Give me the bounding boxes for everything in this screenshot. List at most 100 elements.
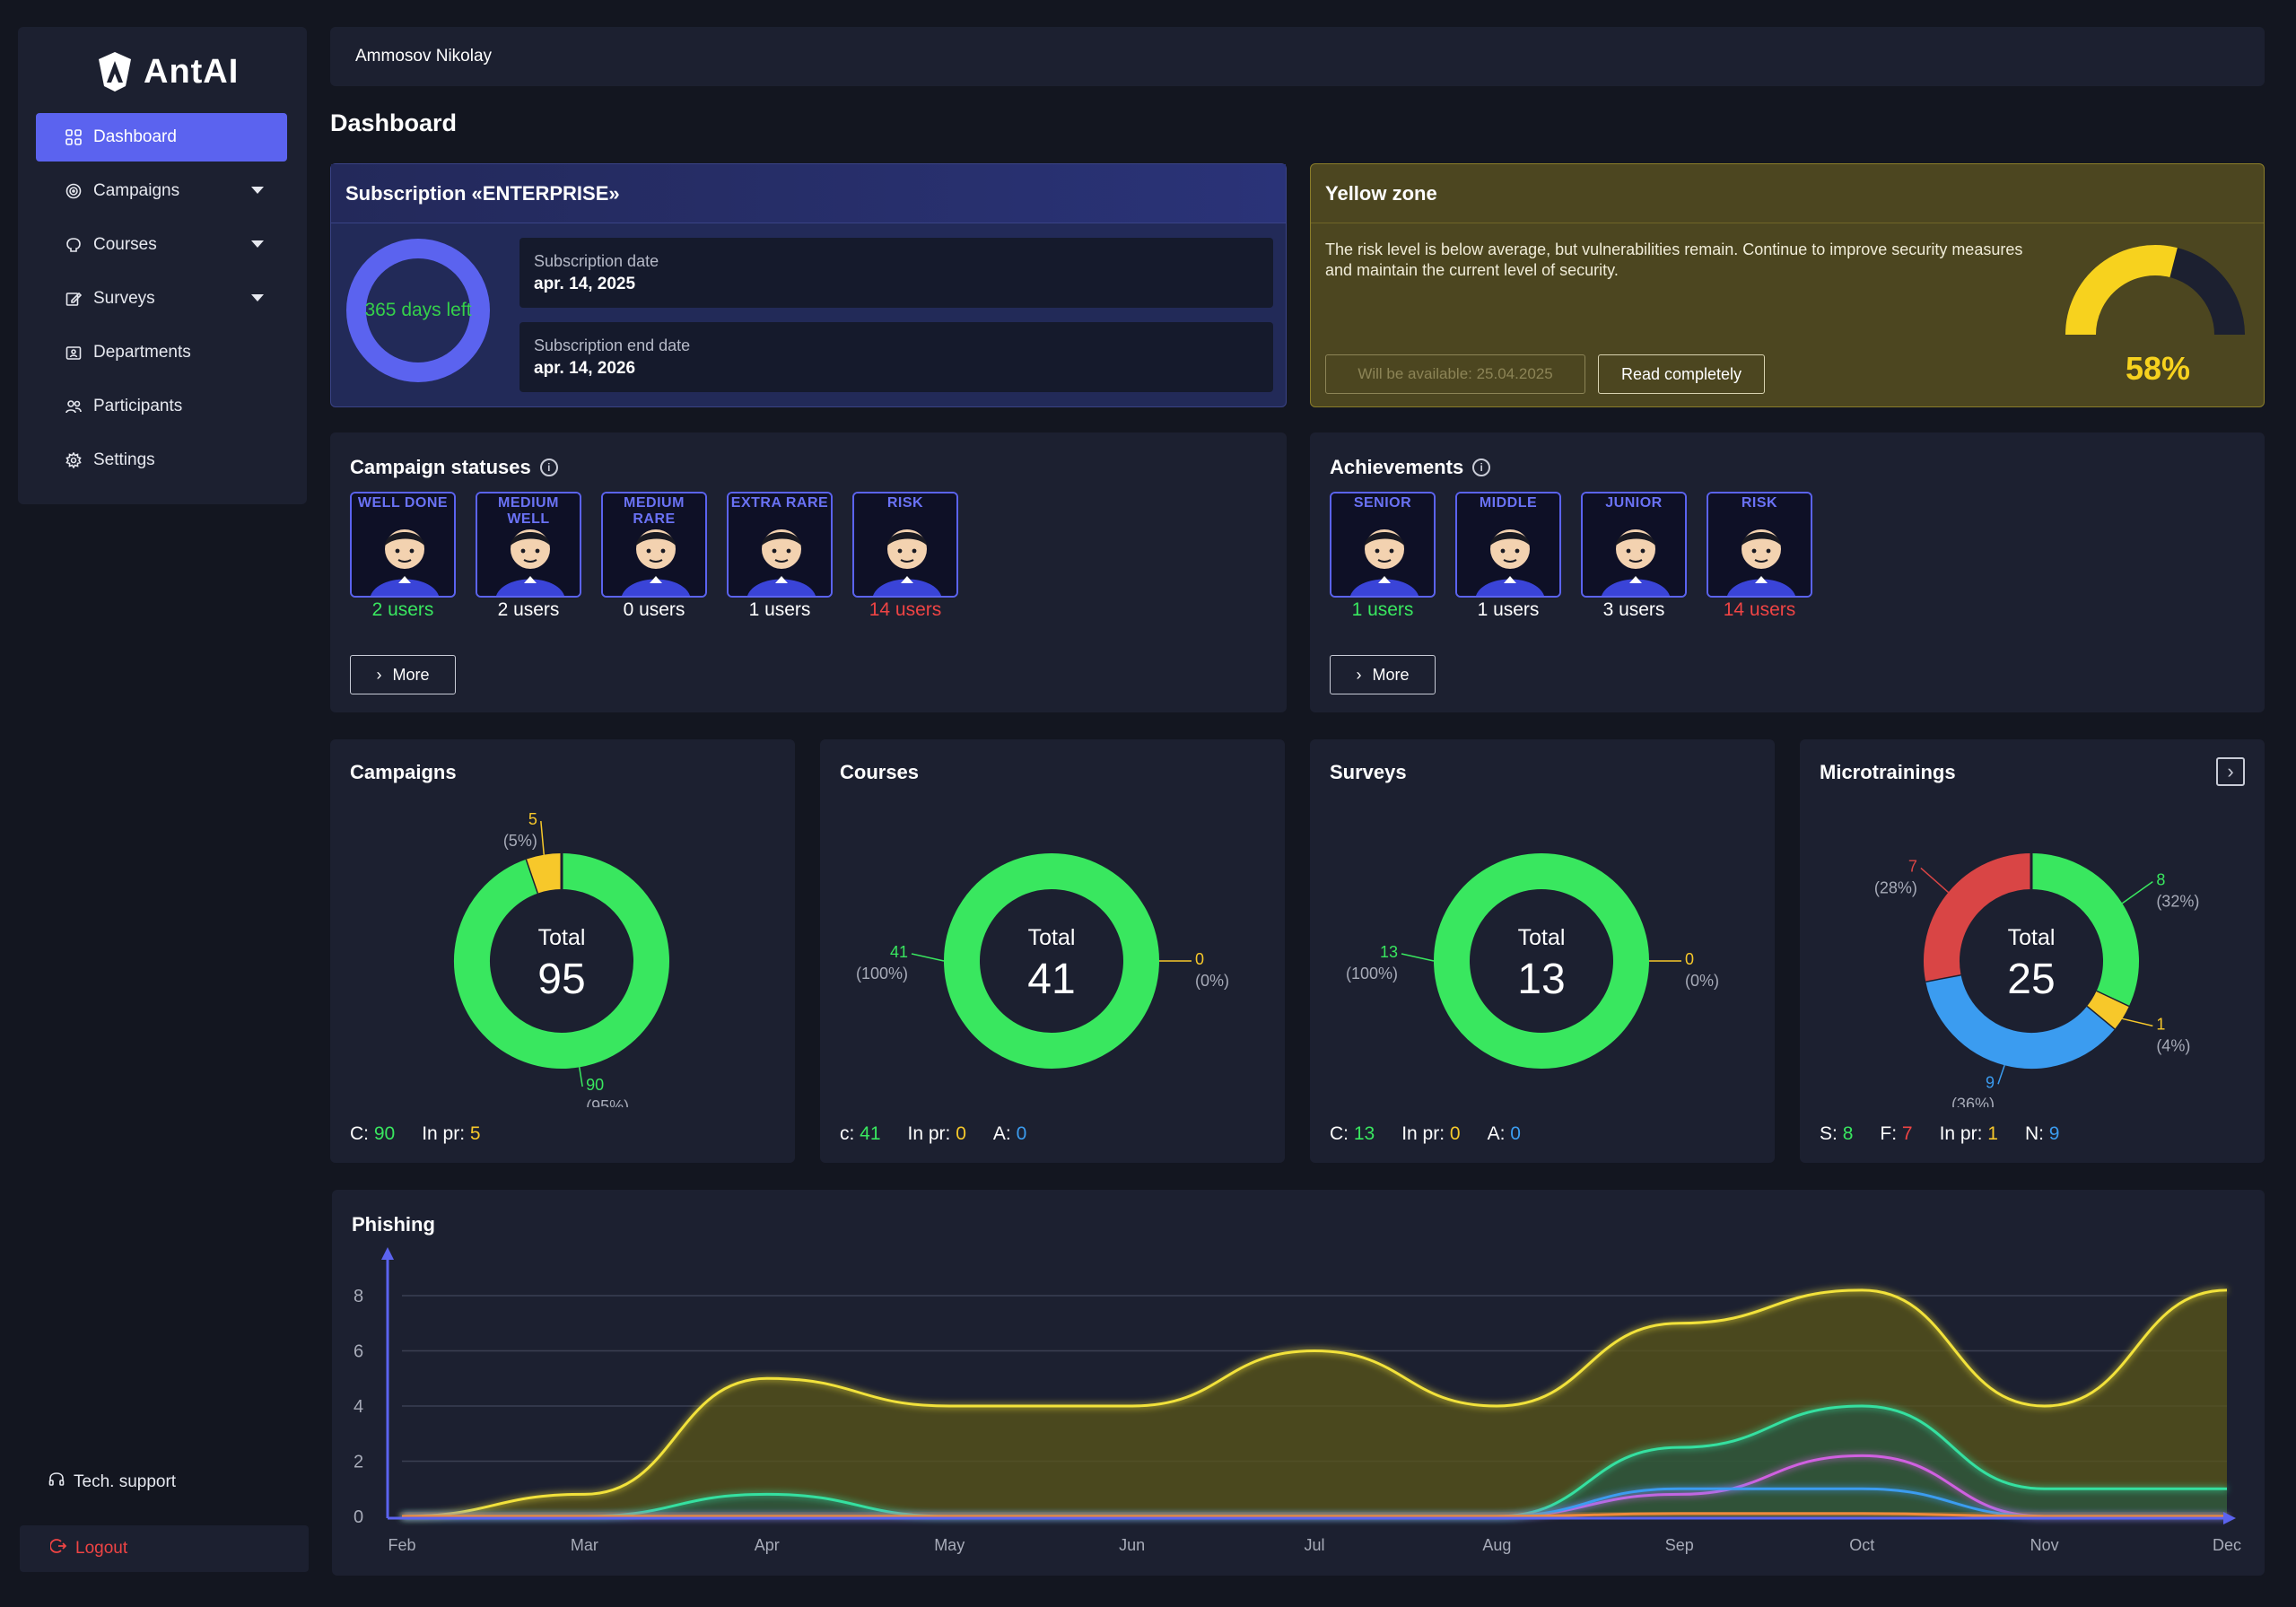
legend-item: c: 41 bbox=[840, 1123, 881, 1145]
campaign-status-badge[interactable]: EXTRA RARE 1 users bbox=[727, 492, 833, 621]
achievement-badge[interactable]: SENIOR 1 users bbox=[1330, 492, 1436, 621]
x-tick-label: Jul bbox=[1304, 1536, 1324, 1554]
sidebar-item-dashboard[interactable]: Dashboard bbox=[36, 113, 287, 162]
achievement-badge[interactable]: RISK 14 users bbox=[1707, 492, 1812, 621]
donut-segment[interactable] bbox=[454, 853, 669, 1069]
phishing-chart: 0 2 4 6 8 Feb Mar Apr May Jun Jul Aug Sep Oct Nov Dec bbox=[354, 1247, 2241, 1554]
legend-item: S: 8 bbox=[1820, 1123, 1853, 1145]
leader-line bbox=[2121, 881, 2153, 904]
legend-value: 9 bbox=[2048, 1123, 2060, 1144]
campaign-statuses-card: Campaign statuses i WELL DONE 2 users MEDI… bbox=[330, 432, 1287, 712]
badge-user-count: 3 users bbox=[1602, 599, 1665, 620]
donut-separator bbox=[2095, 990, 2130, 1009]
segment-value: 90 bbox=[586, 1076, 604, 1094]
user-name[interactable]: Ammosov Nikolay bbox=[355, 47, 493, 66]
subscription-start-label: Subscription date bbox=[534, 252, 659, 270]
y-axis-arrow bbox=[381, 1247, 394, 1260]
antai-logo-icon bbox=[99, 52, 131, 92]
campaign-status-badge[interactable]: WELL DONE 2 users bbox=[350, 492, 456, 621]
legend-value: 5 bbox=[469, 1123, 481, 1144]
campaign-status-badge[interactable]: MEDIUM RARE 0 users bbox=[601, 492, 707, 621]
info-icon[interactable]: i bbox=[1472, 459, 1491, 476]
info-icon[interactable]: i bbox=[539, 459, 558, 476]
logo-text: AntAI bbox=[144, 52, 240, 91]
campaign-statuses-header: Campaign statuses i bbox=[350, 456, 558, 479]
achievement-badge[interactable]: JUNIOR 3 users bbox=[1581, 492, 1687, 621]
segment-value: 13 bbox=[1380, 943, 1398, 961]
logout-button[interactable]: Logout bbox=[20, 1525, 309, 1572]
legend-item: A: 0 bbox=[1488, 1123, 1521, 1145]
segment-percent: (5%) bbox=[503, 832, 537, 850]
days-left-ring: 365 days left bbox=[345, 238, 491, 383]
stat-legend: c: 41 In pr: 0 A: 0 bbox=[840, 1123, 1026, 1145]
donut-segment[interactable] bbox=[944, 853, 1159, 1069]
sidebar-item-courses[interactable]: Courses bbox=[36, 221, 287, 269]
series-line[interactable] bbox=[401, 1288, 2228, 1518]
campaign-status-badge[interactable]: RISK 14 users bbox=[852, 492, 958, 621]
donut-separator bbox=[1925, 973, 1961, 983]
achievements-more-button[interactable]: › More bbox=[1330, 655, 1436, 694]
y-tick-label: 2 bbox=[354, 1453, 363, 1472]
chevron-down-icon[interactable] bbox=[251, 187, 264, 194]
x-tick-label: Feb bbox=[388, 1536, 415, 1554]
achievement-badge-image: RISK bbox=[1707, 492, 1812, 598]
logout-label: Logout bbox=[75, 1539, 128, 1558]
badge-user-count: 2 users bbox=[497, 599, 560, 620]
tech-support-link[interactable]: Tech. support bbox=[48, 1472, 176, 1493]
donut-segment[interactable] bbox=[1924, 853, 2032, 982]
legend-key: N: bbox=[2024, 1123, 2049, 1144]
badge-label: MEDIUM RARE bbox=[624, 495, 685, 527]
legend-item: In pr: 0 bbox=[1401, 1123, 1460, 1145]
sidebar-item-surveys[interactable]: Surveys bbox=[36, 275, 287, 323]
x-tick-label: Dec bbox=[2213, 1536, 2241, 1554]
campaign-status-badge[interactable]: MEDIUM WELL 2 users bbox=[476, 492, 581, 621]
series-line[interactable] bbox=[402, 1512, 2228, 1518]
leader-line bbox=[1997, 1064, 2005, 1085]
campaigns-stat-card: Campaigns 90 (95%) 5 (5%) Total 95 C: 90 In pr: … bbox=[330, 739, 795, 1163]
risk-percent: 58% bbox=[2126, 350, 2190, 387]
donut-segment[interactable] bbox=[2030, 853, 2139, 1008]
days-left-text: 365 days left bbox=[364, 300, 472, 320]
donut-segment[interactable] bbox=[2086, 991, 2129, 1030]
badge-user-count: 1 users bbox=[1477, 599, 1540, 620]
segment-value: 41 bbox=[890, 943, 908, 961]
donut-segment[interactable] bbox=[1925, 974, 2115, 1069]
sidebar-item-label: Campaigns bbox=[93, 181, 180, 200]
sidebar-item-label: Surveys bbox=[93, 289, 155, 308]
donut-segment[interactable] bbox=[527, 853, 563, 894]
campaign-status-badge-image: MEDIUM RARE bbox=[601, 492, 707, 598]
chevron-down-icon[interactable] bbox=[251, 294, 264, 301]
users-icon bbox=[65, 397, 83, 415]
segment-percent: (28%) bbox=[1874, 878, 1917, 896]
badge-label: WELL DONE bbox=[357, 495, 449, 511]
risk-zone-header: Yellow zone bbox=[1311, 164, 2264, 223]
sidebar-item-departments[interactable]: Departments bbox=[36, 328, 287, 377]
subscription-title: Subscription «ENTERPRISE» bbox=[345, 181, 620, 205]
donut-segment[interactable] bbox=[1434, 853, 1649, 1069]
legend-value: 90 bbox=[373, 1123, 396, 1144]
risk-zone-card: Yellow zone The risk level is below aver… bbox=[1310, 163, 2265, 407]
legend-key: In pr: bbox=[907, 1123, 956, 1144]
surveys-stat-card: Surveys 13 (100%) 0 (0%) Total 13 C: 13 In pr: 0… bbox=[1310, 739, 1775, 1163]
expand-button[interactable]: › bbox=[2216, 757, 2245, 786]
donut-chart: 41 (100%) 0 (0%) Total 41 bbox=[856, 853, 1229, 1069]
x-tick-label: Apr bbox=[755, 1536, 780, 1554]
app-logo[interactable]: AntAI bbox=[95, 50, 239, 93]
campaign-statuses-more-button[interactable]: › More bbox=[350, 655, 456, 694]
legend-value: 0 bbox=[1510, 1123, 1521, 1144]
read-completely-button[interactable]: Read completely bbox=[1598, 354, 1765, 394]
chevron-right-icon: › bbox=[1356, 665, 1362, 684]
donut-total-value: 41 bbox=[1027, 956, 1075, 1003]
sidebar-item-campaigns[interactable]: Campaigns bbox=[36, 167, 287, 215]
badge-user-count: 1 users bbox=[748, 599, 811, 620]
achievement-badge[interactable]: MIDDLE 1 users bbox=[1455, 492, 1561, 621]
sidebar-item-participants[interactable]: Participants bbox=[36, 382, 287, 431]
chevron-down-icon[interactable] bbox=[251, 240, 264, 248]
legend-item: F: 7 bbox=[1880, 1123, 1912, 1145]
achievement-badge-image: SENIOR bbox=[1330, 492, 1436, 598]
more-label: More bbox=[392, 665, 430, 684]
x-tick-label: Sep bbox=[1665, 1536, 1694, 1554]
leader-line bbox=[579, 1067, 583, 1087]
sidebar-item-settings[interactable]: Settings bbox=[36, 436, 287, 485]
subscription-start-value: apr. 14, 2025 bbox=[534, 275, 636, 293]
